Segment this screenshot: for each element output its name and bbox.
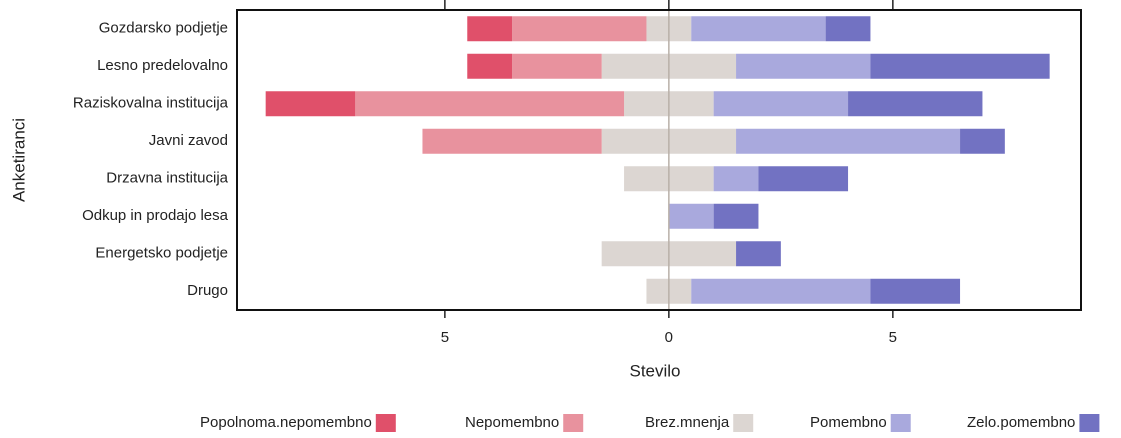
legend-swatch <box>1079 414 1100 432</box>
y-axis-label: Anketiranci <box>9 118 28 202</box>
y-tick-label: Raziskovalna institucija <box>73 95 229 112</box>
plot-frame <box>236 9 1082 311</box>
bar-segment <box>467 16 513 42</box>
y-tick-label: Lesno predelovalno <box>97 57 228 74</box>
bar-segment <box>512 53 602 79</box>
bar-segment <box>758 166 849 192</box>
x-axis-label: Stevilo <box>629 361 680 380</box>
legend-swatch <box>375 414 396 432</box>
legend-label: Brez.mnenja <box>645 414 730 431</box>
y-tick-label: Drzavna institucija <box>106 170 228 187</box>
bar-segment <box>960 128 1005 154</box>
bar-segment <box>870 53 1050 79</box>
legend-swatch <box>733 414 754 432</box>
bar-segment <box>512 16 647 42</box>
bar-segment <box>265 91 356 117</box>
bar-segment <box>736 53 871 79</box>
legend-label: Pomembno <box>810 414 887 431</box>
bar-segment <box>713 91 849 117</box>
bar-segment <box>848 91 983 117</box>
legend-label: Zelo.pomembno <box>967 414 1075 431</box>
x-tick-label: 0 <box>665 329 673 346</box>
legend-label: Popolnoma.nepomembno <box>200 414 372 431</box>
bar-segment <box>870 278 961 304</box>
x-tick-label: 5 <box>889 329 897 346</box>
legend-swatch <box>890 414 911 432</box>
legend-swatch <box>563 414 584 432</box>
bar-segment <box>467 53 513 79</box>
bar-segment <box>668 203 714 229</box>
legend-label: Nepomembno <box>465 414 559 431</box>
bar-segment <box>736 241 781 267</box>
x-tick-label: 5 <box>441 329 449 346</box>
bar-segment <box>713 166 759 192</box>
bar-segment <box>825 16 871 42</box>
y-tick-label: Javni zavod <box>149 132 228 149</box>
bar-segment <box>422 128 602 154</box>
bar-segment <box>691 278 871 304</box>
bar-segment <box>713 203 759 229</box>
bar-segment <box>691 16 826 42</box>
y-tick-label: Gozdarsko podjetje <box>99 20 228 37</box>
y-tick-label: Energetsko podjetje <box>95 245 228 262</box>
y-tick-label: Odkup in prodajo lesa <box>82 207 229 224</box>
y-tick-label: Drugo <box>187 282 228 299</box>
bar-segment <box>355 91 625 117</box>
bar-segment <box>736 128 961 154</box>
